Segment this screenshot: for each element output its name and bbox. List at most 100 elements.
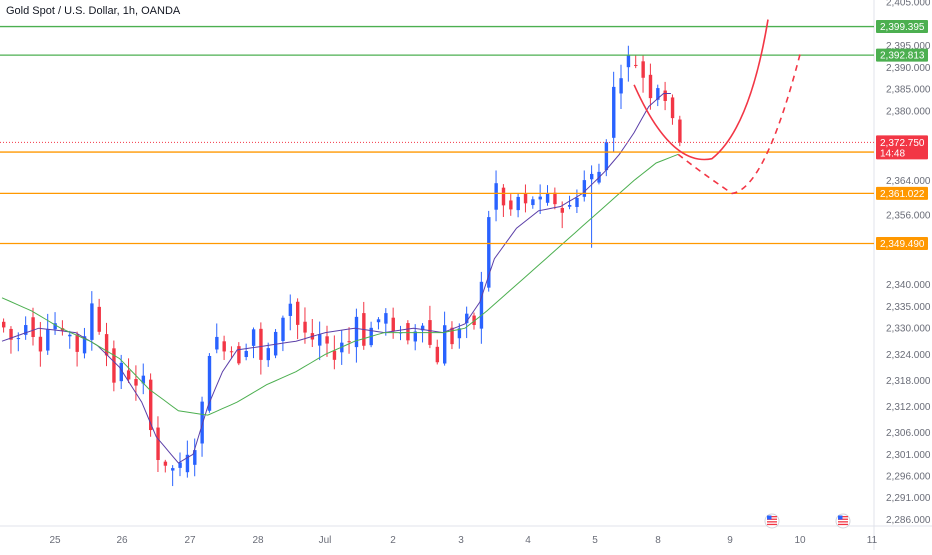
x-tick-label: 11 [867,535,878,546]
us-flag-icon [835,513,851,529]
candle-body [222,341,226,352]
y-tick-label: 2,390.000 [886,63,931,74]
last-price-label [876,135,928,160]
candle-body [318,334,322,346]
candle-body [90,303,94,340]
y-tick-label: 2,380.000 [886,106,931,117]
candle-body [354,316,359,348]
candle-body [2,321,6,328]
x-tick-label: 5 [592,535,598,546]
candle-body [678,119,682,143]
y-tick-label: 2,340.000 [886,280,931,291]
candle-body [53,323,57,330]
candle-body [273,331,278,356]
candle-body [648,74,653,99]
candle-body [237,346,241,364]
candle-body [185,454,190,473]
level-label-text: 2,392.813 [880,51,925,62]
candle-body [332,350,337,360]
candle-body [545,193,550,203]
candle-body [376,319,381,323]
candle-body [472,315,476,326]
candle-body [479,281,484,329]
candle-body [641,61,645,78]
candle-body [538,196,542,200]
level-label [876,186,928,200]
candle-body [626,55,631,68]
y-tick-label: 2,291.000 [886,493,931,504]
candle-body [523,193,528,204]
us-flag-icon-stripe [838,516,848,518]
y-tick-label: 2,306.000 [886,428,931,439]
level-label [876,48,928,62]
candle-body [663,90,667,101]
candle-body [97,306,101,332]
candle-body [266,348,270,361]
candle-body [670,97,675,119]
level-label-text: 2,349.490 [880,239,925,250]
candle-body [413,331,417,342]
last-price-countdown: 14:48 [880,148,905,159]
x-tick-label: 4 [525,535,531,546]
candle-body [391,317,395,332]
level-label [876,20,928,34]
chart-title: Gold Spot / U.S. Dollar, 1h, OANDA [6,5,181,17]
candle-body [141,375,146,384]
candle-body [126,370,131,380]
candle-body [68,334,72,337]
projection-dashed-arc [677,54,801,195]
candle-body [16,338,21,340]
x-tick-label: 27 [184,535,196,546]
candles [2,45,682,487]
y-tick-label: 2,286.000 [886,515,931,526]
candle-body [46,328,50,351]
candle-body [75,334,79,352]
y-tick-label: 2,312.000 [886,402,931,413]
us-flag-icon-stripe [767,523,777,526]
candle-body [193,450,197,465]
candle-body [207,355,212,411]
x-tick-label: 9 [727,535,733,546]
candle-body [347,341,351,343]
candle-body [149,379,153,431]
us-flag-icon-canton [838,515,843,520]
us-flag-icon-stripe [767,521,777,523]
candle-body [406,323,410,341]
y-tick-label: 2,385.000 [886,85,931,96]
candle-body [244,350,248,358]
us-flag-icon [764,513,780,529]
us-flag-icon-stripe [838,523,848,526]
candle-body [487,217,491,288]
us-flag-icon-stripe [767,518,777,520]
y-tick-label: 2,335.000 [886,302,931,313]
candle-body [134,379,138,386]
y-tick-label: 2,330.000 [886,324,931,335]
y-tick-label: 2,364.000 [886,176,931,187]
candle-body [9,328,13,340]
us-flag-icon-stripe [767,516,777,518]
candle-body [619,78,623,94]
us-flag-icon-canton [767,515,772,520]
candle-body [215,336,219,350]
y-tick-label: 2,296.000 [886,472,931,483]
candle-body [82,336,87,354]
candle-body [200,401,204,444]
candle-body [509,200,513,210]
candle-body [288,303,293,316]
projection-solid-arc [633,19,769,161]
candle-body [112,348,116,383]
candle-body [156,427,160,461]
candle-body [450,327,454,345]
candle-body [457,328,462,339]
y-tick-label: 2,405.000 [886,0,931,9]
candle-body [435,346,440,363]
candle-body [325,336,329,344]
candle-body [494,183,498,210]
candle-body [420,325,425,331]
y-tick-label: 2,324.000 [886,350,931,361]
candle-body [38,336,43,352]
candle-body [582,180,587,197]
candle-body [251,329,256,346]
